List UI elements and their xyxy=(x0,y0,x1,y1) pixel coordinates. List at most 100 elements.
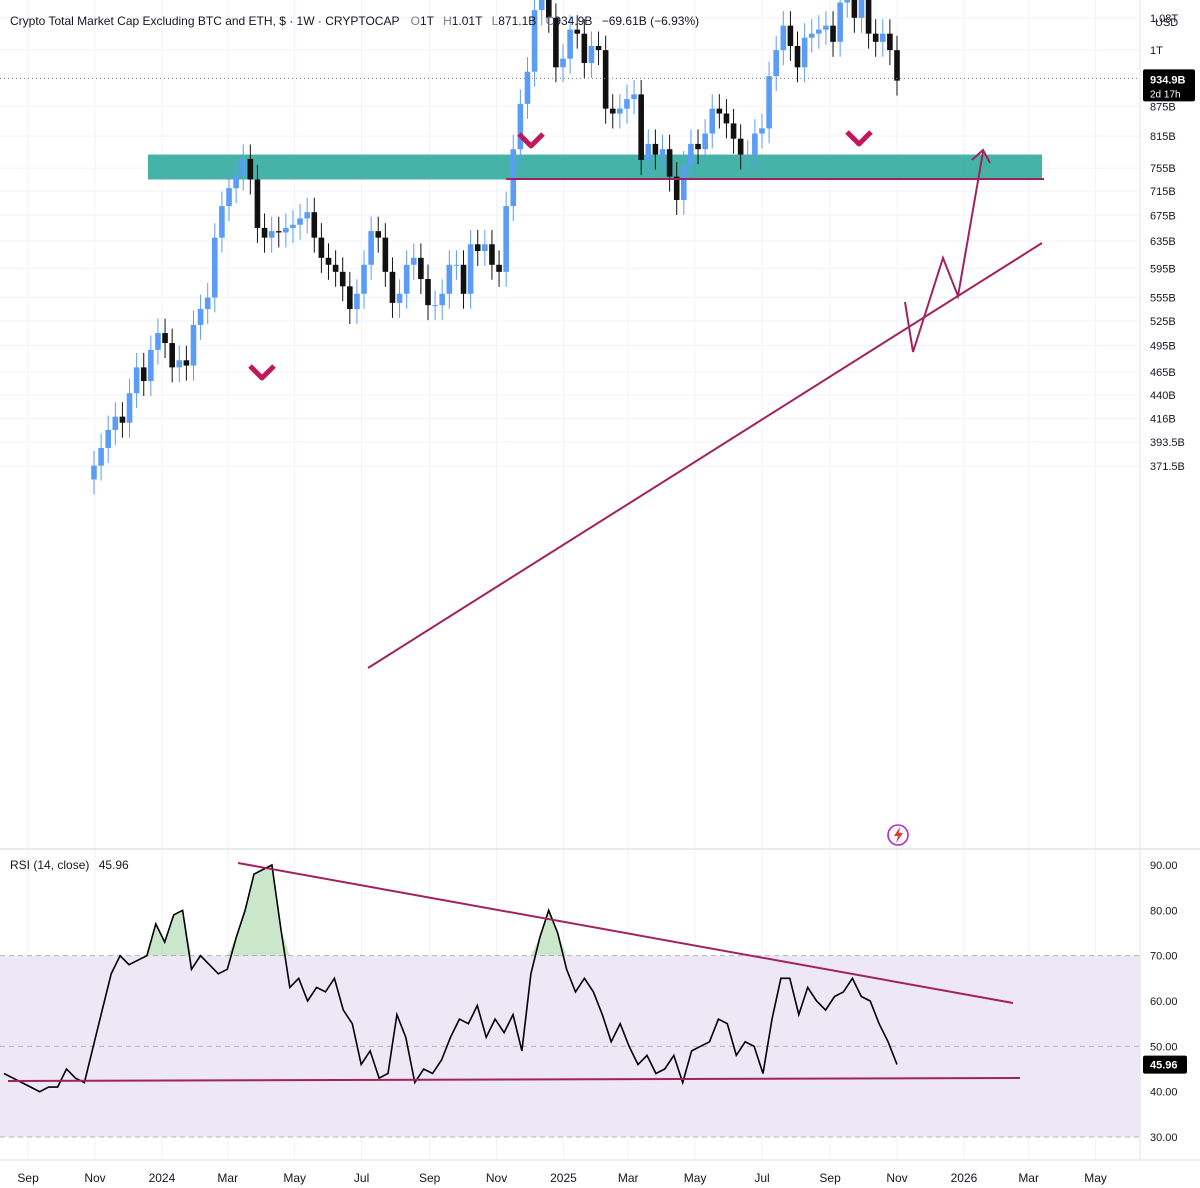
support-zone xyxy=(148,154,1042,180)
candle xyxy=(389,257,396,318)
candle xyxy=(467,229,474,309)
candle xyxy=(140,352,147,396)
time-tick-label: 2025 xyxy=(550,1171,577,1185)
candle xyxy=(226,173,232,222)
candle xyxy=(410,243,417,280)
candle xyxy=(254,165,261,243)
price-tick-label: 1.08T xyxy=(1150,13,1178,25)
candle xyxy=(531,0,538,87)
projection-arrowhead xyxy=(971,148,991,164)
candle xyxy=(155,318,161,365)
candle xyxy=(688,129,694,181)
candle xyxy=(816,15,822,49)
last-price-label: 934.9B xyxy=(1150,74,1186,86)
time-tick-label: Mar xyxy=(618,1171,639,1185)
candle xyxy=(496,250,502,287)
candle xyxy=(872,19,879,57)
candle xyxy=(609,94,616,129)
candle xyxy=(737,124,744,170)
price-pane[interactable] xyxy=(0,0,1140,848)
price-tick-label: 416B xyxy=(1150,414,1176,426)
candle xyxy=(126,378,133,438)
candle xyxy=(787,11,794,61)
candle xyxy=(567,15,573,74)
candle xyxy=(162,318,168,359)
change-value: −69.61B (−6.93%) xyxy=(602,14,699,28)
candle xyxy=(418,243,424,294)
candle xyxy=(837,0,843,57)
candle xyxy=(283,213,289,248)
candle xyxy=(752,119,758,170)
candle xyxy=(503,191,509,287)
candle xyxy=(879,19,886,57)
candle xyxy=(240,144,247,191)
time-tick-label: Nov xyxy=(84,1171,105,1185)
lightning-icon[interactable] xyxy=(887,824,909,846)
candle xyxy=(204,283,211,325)
open-value: 1T xyxy=(420,14,435,28)
candle xyxy=(197,294,204,340)
rsi-legend-value: 45.96 xyxy=(99,858,129,872)
rsi-tick-label: 70.00 xyxy=(1150,951,1178,963)
rsi-value-label: 45.96 xyxy=(1150,1060,1178,1072)
candle xyxy=(602,35,609,124)
rsi-tick-label: 80.00 xyxy=(1150,905,1178,917)
candle xyxy=(474,229,481,266)
drawings-layer xyxy=(248,130,1044,669)
top-marker-icon xyxy=(517,132,545,149)
rsi-axis[interactable]: 90.00 80.00 70.00 60.00 50.00 40.00 30.00 45.96 xyxy=(1143,860,1187,1144)
currency-label[interactable]: USD xyxy=(1155,17,1178,29)
candle xyxy=(460,250,467,309)
price-tick-label: 440B xyxy=(1150,390,1176,402)
candle xyxy=(560,44,566,83)
rsi-overbought-fill xyxy=(146,910,192,956)
candle xyxy=(581,19,588,78)
time-tick-label: Sep xyxy=(17,1171,39,1185)
price-tick-label: 595B xyxy=(1150,263,1176,275)
candle xyxy=(339,257,346,302)
candle xyxy=(744,140,751,170)
rsi-tick-label: 60.00 xyxy=(1150,996,1178,1008)
candle xyxy=(396,279,403,318)
price-tick-label: 1T xyxy=(1150,45,1163,57)
time-tick-label: 2026 xyxy=(951,1171,978,1185)
candle xyxy=(261,213,268,253)
candle xyxy=(645,129,652,175)
high-value: 1.01T xyxy=(452,14,483,28)
candle xyxy=(780,11,787,66)
price-tick-label: 875B xyxy=(1150,101,1176,113)
candle xyxy=(247,144,254,195)
time-tick-label: May xyxy=(684,1171,707,1185)
candle xyxy=(91,451,97,495)
candle xyxy=(318,223,325,273)
open-label: O xyxy=(411,14,420,28)
time-tick-label: Mar xyxy=(217,1171,238,1185)
candle xyxy=(212,223,218,313)
candle xyxy=(403,250,410,309)
price-axis[interactable]: 1.4T1.32T1.24T1.16T1.08T1T875B815B755B71… xyxy=(1143,0,1195,473)
price-tick-label: 393.5B xyxy=(1150,437,1185,449)
candle xyxy=(119,402,126,438)
low-label: L xyxy=(492,14,499,28)
rsi-line xyxy=(3,863,898,1093)
candle xyxy=(545,0,552,33)
price-tick-label: 675B xyxy=(1150,210,1176,222)
candle xyxy=(453,250,460,280)
candle xyxy=(368,216,374,280)
time-tick-label: Sep xyxy=(419,1171,441,1185)
rsi-pane[interactable] xyxy=(0,862,1140,1138)
time-axis[interactable]: Sep Nov 2024 Mar May Jul Sep Nov 2025 Mar May Jul Se… xyxy=(17,1171,1107,1185)
close-value: 934.9B xyxy=(554,14,592,28)
candle xyxy=(801,23,808,83)
candle xyxy=(823,11,829,45)
candle xyxy=(808,19,815,53)
candle xyxy=(98,433,104,481)
candle xyxy=(681,151,687,215)
price-tick-label: 371.5B xyxy=(1150,461,1185,473)
time-tick-label: May xyxy=(283,1171,306,1185)
price-tick-label: 715B xyxy=(1150,186,1176,198)
candle xyxy=(673,162,680,215)
last-price-badge xyxy=(1143,69,1195,102)
candle xyxy=(439,279,446,321)
